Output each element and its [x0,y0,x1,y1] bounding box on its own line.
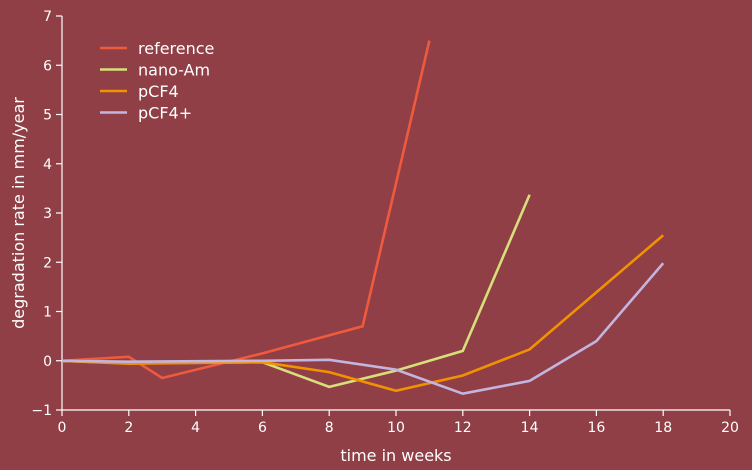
y-tick-label-5: 5 [43,108,52,124]
x-tick-label-0: 0 [58,420,67,436]
x-tick-label-18: 18 [654,420,672,436]
series-line-pcf4 [61,234,665,393]
x-tick-label-20: 20 [721,420,739,436]
y-tick-label-2: 2 [43,255,52,271]
x-tick-label-8: 8 [325,420,334,436]
x-tick-label-10: 10 [387,420,405,436]
series-line-reference [61,40,431,380]
x-tick-label-14: 14 [521,420,539,436]
y-tick-label--1: −1 [31,403,52,419]
legend: reference nano-Am pCF4 pCF4+ [100,39,214,123]
y-axis-title: degradation rate in mm/year [9,97,28,329]
legend-label-nano-am: nano-Am [138,61,210,80]
legend-label-pcf4plus: pCF4+ [138,104,192,123]
y-tick-label-3: 3 [43,206,52,222]
x-tick-label-12: 12 [454,420,472,436]
y-tick-label-0: 0 [43,354,52,370]
x-axis-title: time in weeks [340,446,451,465]
series-line-pcf4plus [61,262,665,396]
y-tick-label-7: 7 [43,9,52,25]
series-layer [61,40,665,396]
x-tick-label-6: 6 [258,420,267,436]
x-tick-label-2: 2 [124,420,133,436]
y-tick-label-1: 1 [43,305,52,321]
x-tick-label-4: 4 [191,420,200,436]
legend-label-pcf4: pCF4 [138,82,179,101]
x-tick-label-16: 16 [587,420,605,436]
legend-label-reference: reference [138,39,214,58]
y-tick-label-6: 6 [43,58,52,74]
y-tick-label-4: 4 [43,157,52,173]
